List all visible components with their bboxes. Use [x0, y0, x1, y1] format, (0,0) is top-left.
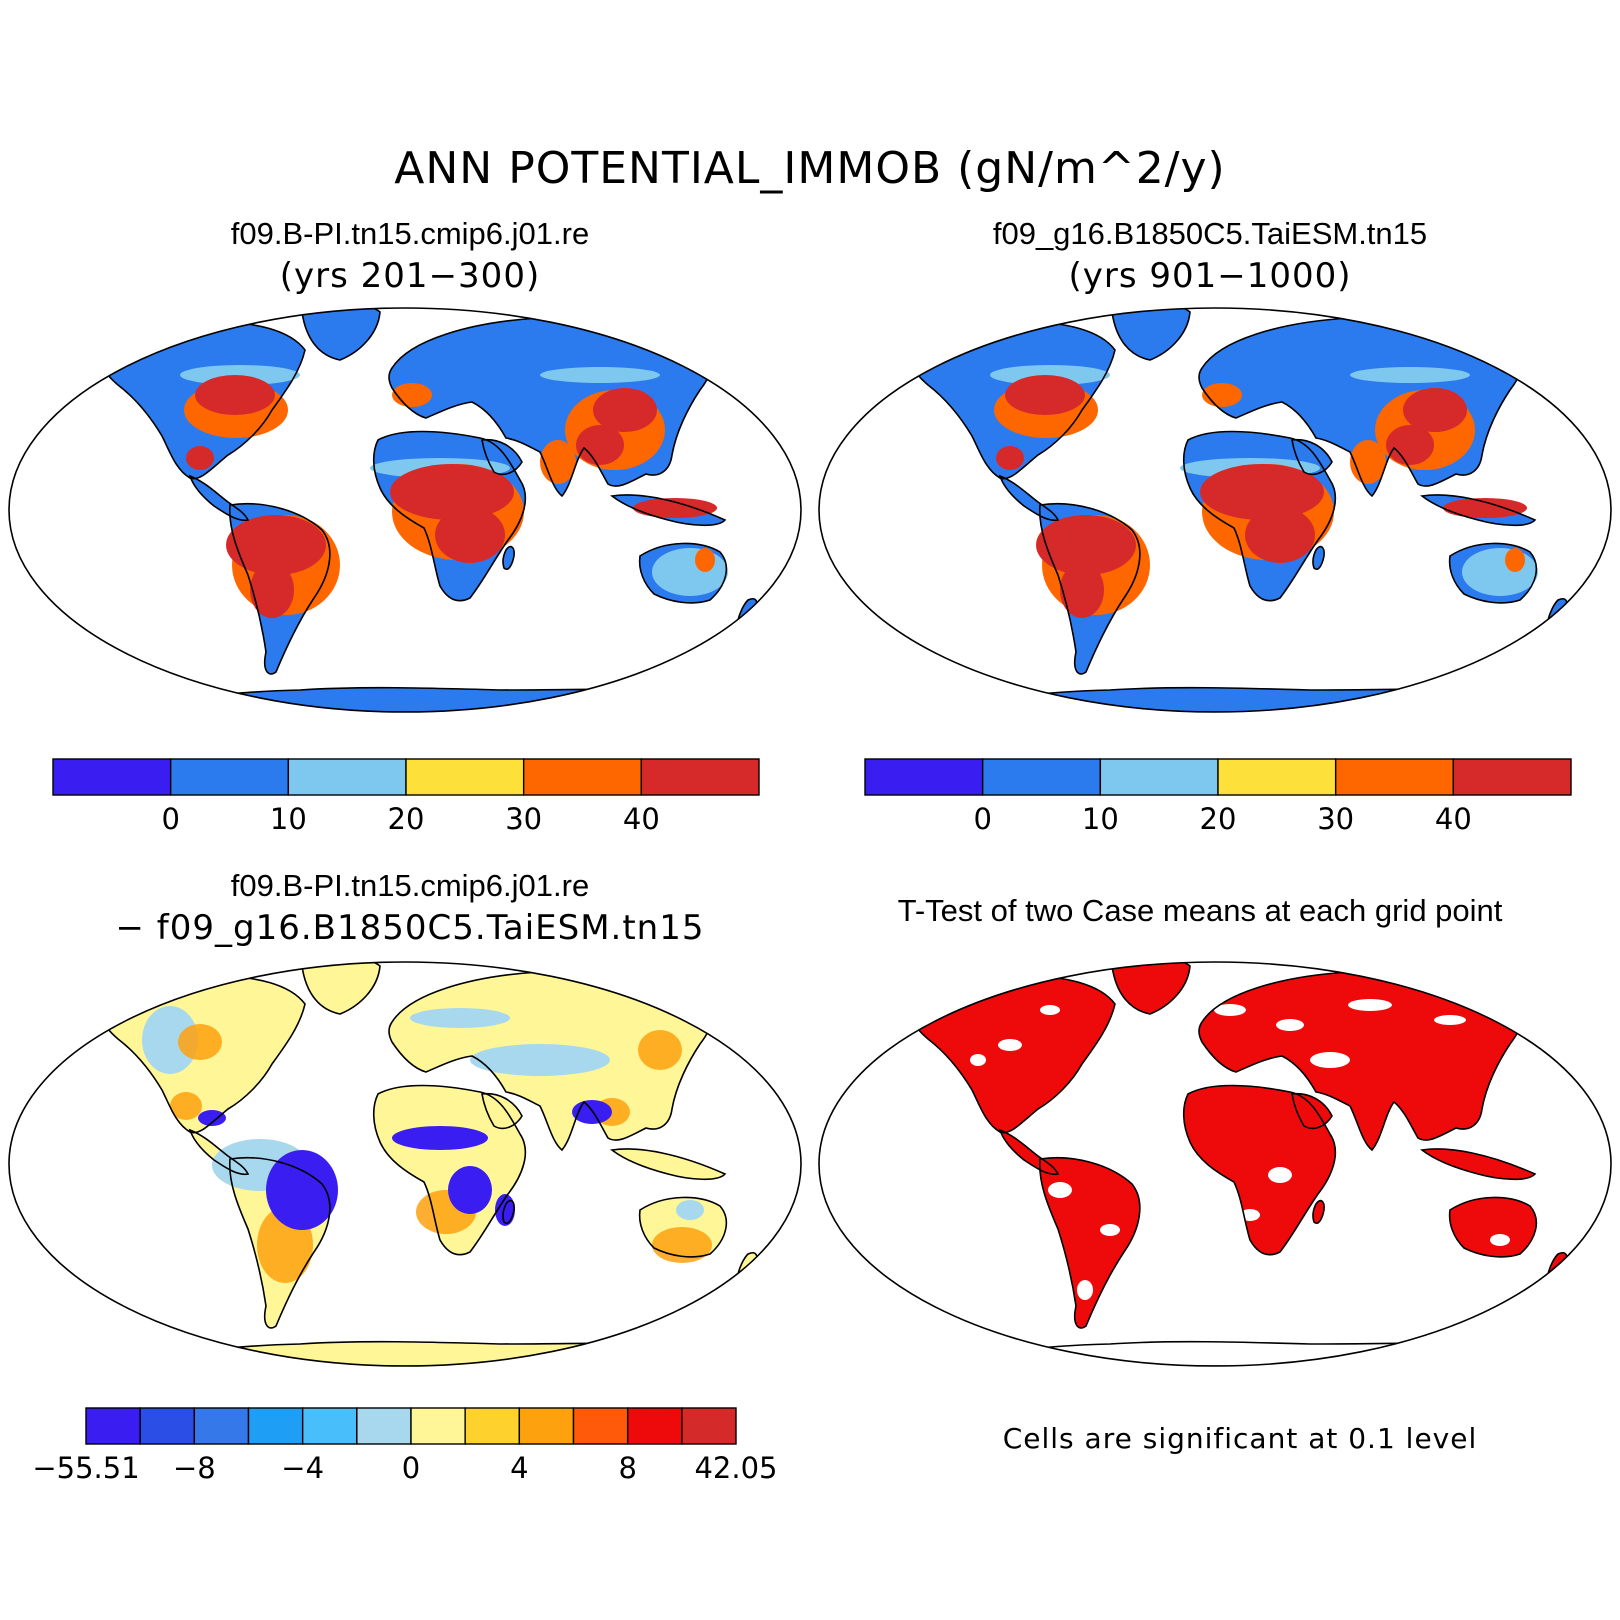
colorbar-tick-label: 40 [1435, 802, 1472, 836]
colorbar-swatch [640, 758, 760, 796]
map-border [8, 961, 802, 1367]
colorbar-swatch [356, 1407, 412, 1445]
map-panel-top-left [8, 307, 802, 713]
colorbar-swatch [522, 758, 643, 796]
map-panel-top-right [818, 307, 1612, 713]
colorbar-tick-label: 10 [270, 802, 307, 836]
colorbar-tick-label: 42.05 [694, 1451, 777, 1485]
colorbar-tick-label: −8 [173, 1451, 216, 1485]
colorbar-swatch [287, 758, 407, 796]
significance-note: Cells are significant at 0.1 level [1002, 1422, 1478, 1455]
colorbar-swatch [464, 1407, 521, 1445]
colorbar-swatch [864, 758, 984, 796]
map-border [818, 307, 1612, 713]
colorbar-tick-label: 20 [1200, 802, 1237, 836]
colorbar-swatch [405, 758, 525, 796]
map-border [818, 961, 1612, 1367]
panel-tl-years: (yrs 201−300) [279, 256, 541, 296]
colorbar-tick-label: −4 [281, 1451, 324, 1485]
panel-br-title: T-Test of two Case means at each grid po… [897, 893, 1503, 928]
colorbar-tick-label: −55.51 [32, 1451, 139, 1485]
colorbar-swatch [1099, 758, 1219, 796]
colorbar-swatch [139, 1407, 196, 1445]
colorbar-tick-label: 0 [161, 802, 179, 836]
figure-title: ANN POTENTIAL_IMMOB (gN/m^2/y) [394, 143, 1226, 194]
colorbar-swatch [681, 1407, 737, 1445]
colorbar-tick-label: 0 [402, 1451, 420, 1485]
antarctica-blank [950, 1341, 1502, 1366]
colorbar-tick-label: 30 [1317, 802, 1354, 836]
colorbar-swatch [193, 1407, 250, 1445]
colorbar-swatch [1334, 758, 1455, 796]
map-border [8, 307, 802, 713]
colorbar-tick-label: 4 [510, 1451, 528, 1485]
colorbar-top-left: 0 10 20 30 40 [52, 758, 760, 836]
panel-bl-case-b: − f09_g16.B1850C5.TaiESM.tn15 [115, 908, 705, 948]
panel-tl-case-name: f09.B-PI.tn15.cmip6.j01.re [230, 216, 590, 251]
colorbar-swatch [572, 1407, 629, 1445]
colorbar-tick-label: 30 [505, 802, 542, 836]
colorbar-swatch [247, 1407, 304, 1445]
significant-cells [914, 962, 1567, 1366]
colorbar-swatch [52, 758, 172, 796]
colorbar-swatch [1452, 758, 1572, 796]
colorbar-swatch [518, 1407, 575, 1445]
colorbar-swatch [1217, 758, 1337, 796]
colorbar-top-right: 0 10 20 30 40 [864, 758, 1572, 836]
map-panel-bottom-right [818, 961, 1612, 1367]
map-panel-bottom-left [8, 961, 802, 1367]
colorbar-tick-label: 0 [973, 802, 991, 836]
colorbar-swatch [301, 1407, 358, 1445]
colorbar-tick-label: 8 [618, 1451, 636, 1485]
colorbar-tick-label: 20 [388, 802, 425, 836]
colorbar-swatch [85, 1407, 141, 1445]
panel-bl-case-a: f09.B-PI.tn15.cmip6.j01.re [230, 868, 590, 903]
colorbar-swatch [169, 758, 290, 796]
colorbar-tick-label: 10 [1082, 802, 1119, 836]
colorbar-swatch [626, 1407, 683, 1445]
panel-tr-case-name: f09_g16.B1850C5.TaiESM.tn15 [992, 216, 1428, 251]
colorbar-swatch [981, 758, 1102, 796]
colorbar-swatch [410, 1407, 466, 1445]
colorbar-difference: −55.51 −8 −4 0 4 8 42.05 [32, 1407, 778, 1485]
panel-tr-years: (yrs 901−1000) [1068, 256, 1352, 296]
colorbar-tick-label: 40 [623, 802, 660, 836]
